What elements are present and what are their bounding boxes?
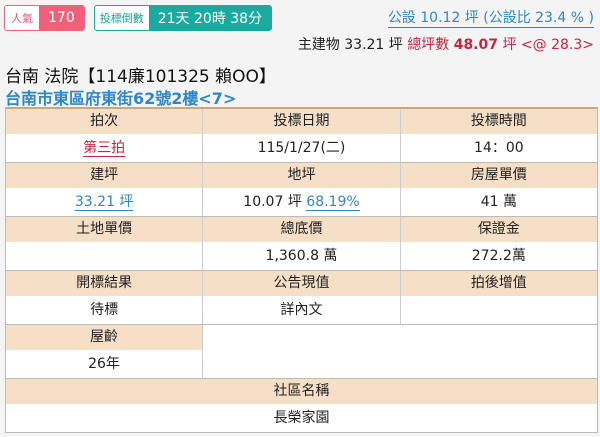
cell-header: 拍次 [6,109,203,134]
land-ratio-link[interactable]: 68.19% [306,194,360,211]
case-title: 台南 法院【114廉101325 賴OO】 [5,67,276,87]
cell-value [6,242,202,270]
auction-round-cell: 拍次 第三拍 [6,109,204,162]
cell-value [401,296,597,324]
badge-row: 人氣 170 投標倒數 21天 20時 38分 [4,5,273,31]
popularity-label: 人氣 [5,6,39,30]
table-row: 社區名稱 長榮家園 [6,379,597,432]
cell-value: 272.2萬 [471,248,526,264]
reserve-price-cell: 總底價 1,360.8 萬 [203,217,401,270]
table-row: 屋齡 26年 [6,325,597,379]
unit-price: <@ 28.3> [520,37,594,53]
cell-header: 土地單價 [6,217,203,242]
cell-header: 社區名稱 [6,379,597,404]
cell-header: 總底價 [203,217,400,242]
table-row: 建坪 33.21 坪 地坪 10.07 坪 68.19% 房屋單價 41 萬 [6,163,597,217]
total-area-label: 總坪數 [407,37,450,53]
cell-value: 26年 [88,356,120,372]
cell-header: 保證金 [400,217,597,242]
public-area-link[interactable]: 公設 10.12 坪 (公設比 23.4 % ) [387,7,594,28]
land-area-value: 10.07 坪 [243,194,302,210]
deposit-cell: 保證金 272.2萬 [400,217,597,270]
age-cell: 屋齡 26年 [6,325,203,378]
cell-header: 房屋單價 [400,163,597,188]
post-auction-increase-cell: 拍後增值 [400,271,597,324]
popularity-badge: 人氣 170 [4,5,85,31]
bid-date-cell: 投標日期 115/1/27(二) [203,109,401,162]
countdown-badge: 投標倒數 21天 20時 38分 [93,5,273,31]
bid-time-cell: 投標時間 14：00 [400,109,597,162]
cell-header: 公告現值 [203,271,400,296]
cell-header: 開標結果 [6,271,203,296]
announced-value-cell: 公告現值 詳內文 [203,271,401,324]
cell-value: 待標 [90,302,119,318]
countdown-value: 21天 20時 38分 [148,6,272,30]
cell-value: 115/1/27(二) [257,140,346,156]
cell-header: 投標日期 [203,109,400,134]
cell-value: 41 萬 [480,194,517,210]
total-area-value: 48.07 [453,37,498,53]
cell-header: 投標時間 [400,109,597,134]
total-area-unit: 坪 [502,37,517,53]
main-building-summary: 主建物 33.21 坪 總坪數 48.07 坪 <@ 28.3> [298,34,594,54]
cell-header: 拍後增值 [400,271,597,296]
cell-header: 地坪 [203,163,400,188]
community-cell: 社區名稱 長榮家園 [6,379,597,432]
cell-value: 14：00 [474,140,524,156]
empty-cell [203,325,597,378]
house-unit-price-cell: 房屋單價 41 萬 [400,163,597,216]
auction-info-table: 拍次 第三拍 投標日期 115/1/27(二) 投標時間 14：00 建坪 33… [5,107,598,433]
land-unit-price-cell: 土地單價 [6,217,204,270]
cell-header: 屋齡 [6,325,202,350]
auction-round-link[interactable]: 第三拍 [83,140,126,157]
table-row: 土地單價 總底價 1,360.8 萬 保證金 272.2萬 [6,217,597,271]
table-row: 拍次 第三拍 投標日期 115/1/27(二) 投標時間 14：00 [6,109,597,163]
result-cell: 開標結果 待標 [6,271,204,324]
land-area-cell: 地坪 10.07 坪 68.19% [203,163,401,216]
popularity-value: 170 [39,6,84,30]
cell-value: 長榮家園 [273,410,330,426]
building-area-cell: 建坪 33.21 坪 [6,163,204,216]
property-address: 台南市東區府東街62號2樓<7> [5,89,237,108]
countdown-label: 投標倒數 [94,6,149,30]
main-building-area: 主建物 33.21 坪 [297,37,403,53]
table-row: 開標結果 待標 公告現值 詳內文 拍後增值 [6,271,597,325]
cell-value: 詳內文 [280,302,323,318]
cell-header: 建坪 [6,163,203,188]
building-area-link[interactable]: 33.21 坪 [74,194,134,211]
cell-value: 1,360.8 萬 [265,248,338,264]
